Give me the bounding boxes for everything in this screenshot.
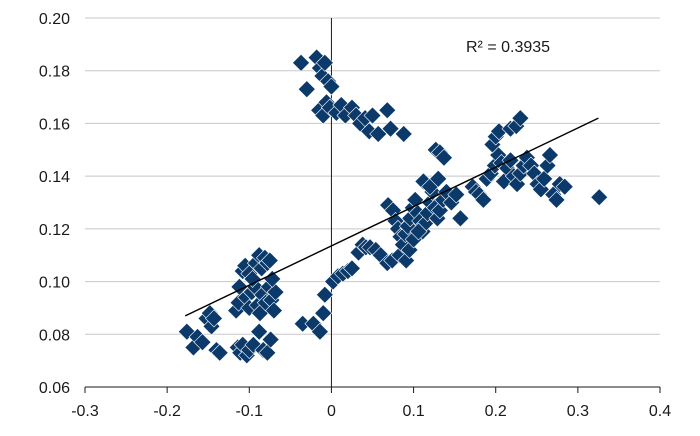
data-point	[474, 190, 493, 209]
data-point	[258, 343, 277, 362]
y-tick-label: 0.20	[39, 11, 70, 28]
data-point	[210, 343, 229, 362]
data-point	[244, 335, 263, 354]
data-point	[266, 283, 285, 302]
y-tick-label: 0.06	[39, 380, 70, 397]
data-point	[511, 109, 530, 128]
data-point	[230, 277, 249, 296]
data-point	[414, 172, 433, 191]
data-point	[381, 119, 400, 138]
data-point	[261, 330, 280, 349]
data-point	[322, 77, 341, 96]
x-tick-labels: -0.3 -0.2 -0.1 0 0.1 0.2 0.3 0.4	[71, 403, 671, 420]
axes	[84, 18, 661, 393]
data-point	[315, 285, 334, 304]
data-point	[535, 169, 554, 188]
y-tick-labels: 0.06 0.08 0.10 0.12 0.14 0.16 0.18 0.20	[39, 11, 70, 397]
y-tick-label: 0.18	[39, 64, 70, 81]
data-point	[205, 309, 223, 328]
x-tick-label: 0.1	[402, 403, 424, 420]
data-point	[447, 185, 466, 204]
data-point	[547, 190, 566, 209]
x-tick-label: 0.3	[567, 403, 589, 420]
data-point	[363, 106, 382, 125]
data-point	[451, 209, 470, 228]
data-points	[177, 48, 609, 365]
x-tick-label: -0.3	[71, 403, 99, 420]
x-tick-label: 0	[327, 403, 336, 420]
data-point	[314, 304, 333, 323]
y-tick-label: 0.08	[39, 327, 70, 344]
data-point	[260, 251, 279, 270]
data-point	[555, 177, 574, 196]
x-tick-label: -0.2	[153, 403, 181, 420]
x-tick-label: 0.2	[485, 403, 507, 420]
data-point	[315, 53, 334, 72]
x-tick-label: -0.1	[235, 403, 263, 420]
data-point	[292, 53, 310, 72]
trendline	[184, 117, 599, 317]
x-tick-label: 0.4	[649, 403, 671, 420]
data-point	[265, 301, 283, 320]
y-tick-label: 0.14	[39, 169, 70, 186]
data-point	[193, 333, 212, 352]
data-point	[311, 322, 329, 341]
data-point	[369, 125, 388, 143]
data-point	[243, 270, 262, 288]
data-point	[409, 222, 428, 241]
trendline-segment	[184, 117, 599, 317]
data-point	[343, 259, 361, 278]
gridlines	[85, 17, 660, 335]
data-point	[394, 125, 413, 143]
data-point	[531, 180, 550, 199]
y-tick-label: 0.12	[39, 222, 70, 239]
data-point	[590, 188, 609, 207]
data-point	[297, 80, 316, 99]
r-squared-annotation: R² = 0.3935	[466, 39, 550, 56]
y-tick-label: 0.10	[39, 275, 70, 292]
data-point	[541, 146, 559, 164]
data-point	[429, 169, 448, 188]
data-point	[263, 270, 282, 288]
data-point	[378, 101, 397, 120]
data-point	[397, 251, 416, 270]
y-tick-label: 0.16	[39, 116, 70, 133]
data-point	[435, 148, 453, 167]
data-point	[250, 322, 269, 341]
